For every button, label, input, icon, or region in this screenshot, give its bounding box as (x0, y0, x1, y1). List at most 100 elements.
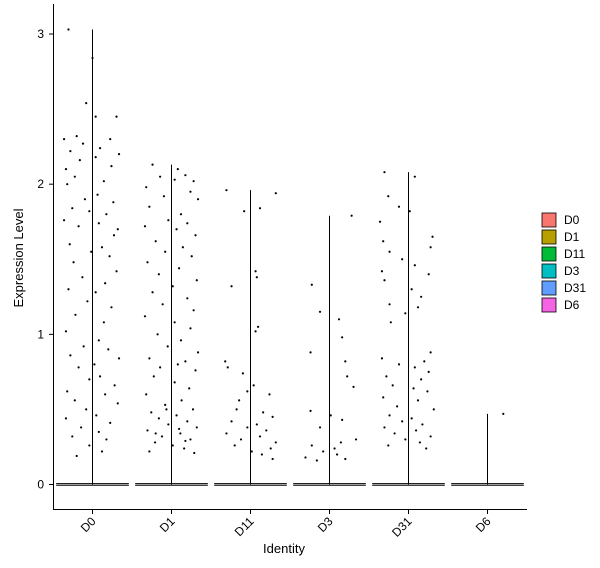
data-point (77, 366, 80, 369)
data-point (183, 447, 186, 450)
data-point (82, 345, 85, 348)
data-point (388, 414, 391, 417)
y-tick-label: 2 (37, 177, 44, 191)
data-point (188, 387, 191, 390)
data-point (108, 255, 111, 258)
data-point (416, 306, 420, 309)
legend-label-D0: D0 (564, 213, 580, 227)
data-point (180, 399, 183, 402)
data-point (190, 255, 193, 258)
data-point (230, 285, 233, 288)
violin-D11 (214, 189, 287, 486)
data-point (387, 444, 390, 447)
data-point (159, 175, 162, 178)
data-point (176, 363, 179, 366)
x-tick-label-D6: D6 (473, 514, 494, 535)
data-point (397, 363, 401, 366)
data-point (383, 279, 386, 282)
data-point (396, 405, 399, 408)
data-point (404, 438, 407, 441)
data-point (97, 430, 100, 434)
data-point (88, 210, 91, 213)
data-point (88, 378, 91, 381)
data-point (162, 195, 166, 198)
data-point (69, 150, 72, 153)
data-point (380, 357, 384, 360)
data-point (90, 250, 93, 253)
data-point (68, 243, 71, 246)
data-point (408, 210, 411, 213)
legend-label-D1: D1 (564, 230, 580, 244)
data-point (431, 235, 434, 238)
data-point (148, 357, 151, 360)
legend-label-D6: D6 (564, 298, 580, 312)
data-point (184, 360, 187, 363)
data-point (393, 432, 396, 435)
data-point (413, 264, 416, 267)
data-point (225, 432, 228, 435)
data-point (179, 339, 183, 342)
data-point (115, 270, 118, 273)
data-point (189, 327, 192, 330)
data-point (413, 175, 416, 178)
data-point (382, 396, 385, 399)
data-point (230, 420, 233, 423)
data-point (194, 234, 197, 237)
data-point (416, 399, 420, 402)
data-point (94, 156, 97, 159)
data-point (262, 411, 265, 414)
violin-D0 (56, 28, 129, 486)
data-point (397, 205, 401, 208)
data-point (329, 414, 332, 417)
data-point (335, 453, 339, 456)
data-point (421, 423, 424, 426)
violin-D6 (451, 412, 524, 486)
data-point (150, 411, 153, 414)
data-point (410, 417, 413, 420)
data-point (235, 408, 238, 411)
data-point (179, 213, 183, 216)
legend-key-D6 (541, 297, 557, 313)
data-point (274, 192, 277, 195)
data-point (81, 142, 85, 145)
data-point (109, 421, 112, 425)
data-point (110, 165, 113, 168)
data-point (255, 276, 258, 279)
data-point (176, 168, 179, 171)
legend-label-D3: D3 (564, 264, 580, 278)
data-point (175, 228, 178, 231)
data-point (77, 225, 80, 228)
data-point (412, 387, 415, 390)
data-point (175, 414, 178, 417)
data-point (164, 250, 167, 253)
data-point (66, 183, 69, 186)
data-point (81, 276, 84, 279)
violin-D3 (293, 214, 366, 486)
data-point (418, 441, 421, 444)
data-point (310, 283, 313, 286)
data-point (194, 369, 197, 372)
y-axis-ticks: 0 1 2 3 (37, 27, 53, 491)
data-point (112, 201, 115, 204)
data-point (429, 351, 432, 354)
data-point (410, 288, 413, 291)
data-point (161, 303, 164, 306)
data-point (98, 147, 102, 150)
x-axis-title: Identity (263, 541, 305, 556)
data-point (167, 219, 170, 222)
data-point (337, 318, 341, 321)
data-point (427, 370, 430, 373)
data-point (107, 348, 110, 351)
data-point (167, 423, 170, 426)
data-point (154, 240, 157, 243)
violin-D1 (135, 163, 208, 486)
data-point (74, 313, 77, 316)
data-point (109, 138, 112, 141)
data-point (173, 178, 176, 181)
data-point (117, 153, 121, 156)
data-point (181, 246, 184, 249)
legend-key-D31 (541, 280, 557, 296)
data-point (304, 456, 307, 459)
data-point (64, 168, 68, 171)
